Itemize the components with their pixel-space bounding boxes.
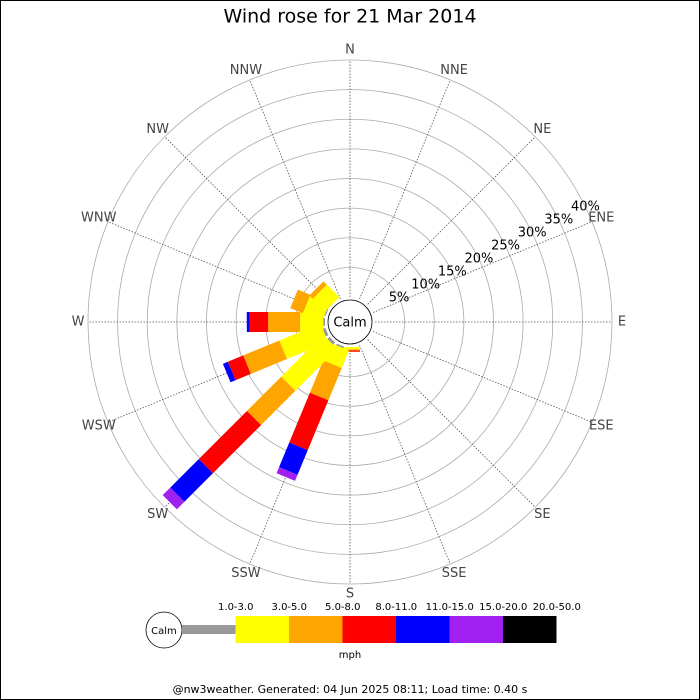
legend-swatch <box>182 625 236 634</box>
bar-segment <box>162 487 185 510</box>
calm-label: Calm <box>333 316 366 331</box>
r-tick-label: 5% <box>389 291 410 306</box>
bar-segment <box>336 343 345 349</box>
bar-segment <box>327 336 336 345</box>
r-tick-label: 30% <box>518 226 547 241</box>
bar-segment <box>227 355 251 381</box>
spoke <box>372 221 593 313</box>
direction-label: SSW <box>231 566 261 581</box>
r-tick-label: 10% <box>411 278 440 293</box>
legend-label: 8.0-11.0 <box>375 602 417 613</box>
grid-ring <box>235 207 465 437</box>
r-tick-label: 20% <box>465 252 494 267</box>
legend-label: 1.0-3.0 <box>218 602 253 613</box>
bar-segment <box>309 360 342 401</box>
footer: @nw3weather. Generated: 04 Jun 2025 08:1… <box>173 683 528 696</box>
direction-label: E <box>618 315 626 330</box>
legend-label: 20.0-50.0 <box>533 602 581 613</box>
spoke <box>107 221 328 313</box>
bar-segment <box>281 334 338 391</box>
r-tick-label: 40% <box>571 200 600 215</box>
legend-swatch <box>342 616 396 643</box>
direction-label: NNE <box>440 63 468 78</box>
bar-segment <box>289 392 329 451</box>
chart-title: Wind rose for 21 Mar 2014 <box>223 6 476 28</box>
bar-segment <box>268 312 301 332</box>
spoke <box>164 136 333 305</box>
direction-label: NNW <box>230 63 262 78</box>
spoke <box>367 136 536 305</box>
spoke <box>367 339 536 508</box>
legend-swatch <box>503 616 557 643</box>
grid-ring <box>87 59 613 585</box>
r-tick-label: 15% <box>438 265 467 280</box>
bar-segment <box>322 327 329 337</box>
legend-label: 5.0-8.0 <box>325 602 360 613</box>
spoke <box>359 344 451 565</box>
direction-label: SE <box>534 507 550 522</box>
direction-label: SW <box>147 507 168 522</box>
legend-swatch <box>235 616 289 643</box>
direction-label: ENE <box>588 210 614 225</box>
bar-segment <box>290 289 311 314</box>
direction-label: NW <box>146 122 169 137</box>
r-tick-label: 35% <box>544 213 573 228</box>
bar-segment <box>246 312 250 332</box>
legend-calm-label: Calm <box>151 626 177 637</box>
bar-segment <box>198 410 262 474</box>
bar-segment <box>279 323 328 359</box>
bar-segment <box>312 284 340 312</box>
bar-segment <box>276 467 298 481</box>
bar-segment <box>324 308 329 317</box>
legend-swatch <box>289 616 343 643</box>
r-tick-label: 25% <box>491 239 520 254</box>
direction-label: WNW <box>81 210 117 225</box>
bar-segment <box>340 347 360 350</box>
spoke <box>359 79 451 300</box>
bar-segment <box>246 376 296 426</box>
legend-label: 3.0-5.0 <box>272 602 307 613</box>
bar-segment <box>222 361 236 383</box>
legend-label: 15.0-20.0 <box>479 602 527 613</box>
direction-label: W <box>72 315 85 330</box>
legend-swatch <box>396 616 450 643</box>
bar-segment <box>243 340 287 374</box>
direction-label: N <box>345 43 355 58</box>
legend-label: 11.0-15.0 <box>426 602 474 613</box>
bar-segment <box>323 318 325 326</box>
direction-label: SSE <box>442 566 467 581</box>
calm-circle <box>327 299 373 345</box>
spoke <box>372 331 593 423</box>
bar-segment <box>279 442 308 475</box>
bar-segment <box>249 312 269 332</box>
direction-label: S <box>346 587 354 602</box>
direction-label: ESE <box>589 419 614 434</box>
direction-label: NE <box>533 122 551 137</box>
legend-swatch <box>449 616 503 643</box>
bar-segment <box>170 459 213 502</box>
bar-segment <box>309 281 327 299</box>
legend-unit: mph <box>339 650 361 661</box>
direction-label: WSW <box>82 419 116 434</box>
spoke <box>249 79 341 300</box>
